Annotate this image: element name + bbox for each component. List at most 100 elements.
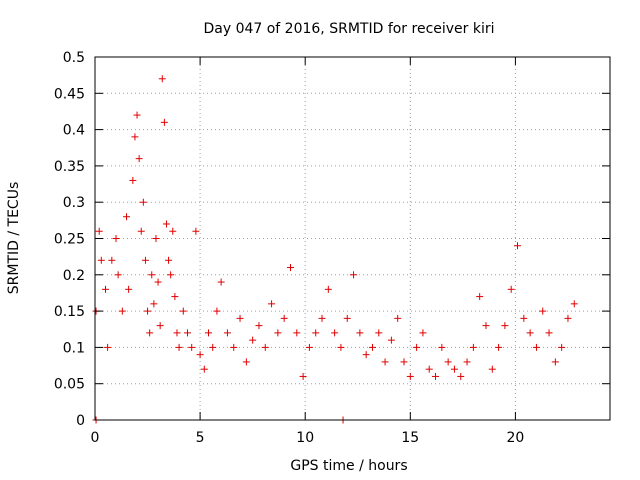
data-point <box>114 271 122 279</box>
data-point <box>236 314 244 322</box>
data-point <box>179 307 187 315</box>
y-tick-label: 0.25 <box>54 232 85 248</box>
data-point <box>268 300 276 308</box>
data-point <box>242 358 250 366</box>
data-point <box>375 329 383 337</box>
data-point <box>112 235 120 242</box>
data-point <box>160 118 168 126</box>
y-tick-label: 0 <box>76 413 85 429</box>
data-point <box>545 329 553 337</box>
data-point <box>286 264 294 272</box>
data-point <box>400 358 408 366</box>
data-point <box>141 256 149 264</box>
x-tick-label: 10 <box>296 430 314 446</box>
grid-lines <box>95 57 610 420</box>
data-point <box>133 111 141 119</box>
data-point <box>150 300 158 308</box>
data-points <box>92 75 578 424</box>
data-point <box>331 329 339 337</box>
data-point <box>469 343 477 351</box>
data-point <box>158 75 166 83</box>
data-point <box>514 242 522 250</box>
data-point <box>526 329 534 337</box>
data-point <box>280 314 288 322</box>
data-point <box>213 307 221 315</box>
x-axis-label: GPS time / hours <box>290 458 407 474</box>
data-point <box>205 329 213 337</box>
data-point <box>152 235 160 242</box>
data-point <box>223 329 231 337</box>
data-point <box>148 271 156 279</box>
data-point <box>135 155 143 163</box>
plot-frame <box>94 56 611 421</box>
data-point <box>162 220 170 228</box>
data-point <box>343 314 351 322</box>
y-tick-label: 0.05 <box>54 377 85 393</box>
data-point <box>532 343 540 351</box>
data-point <box>108 256 116 264</box>
data-point <box>144 307 152 315</box>
x-tick-label: 0 <box>91 430 100 446</box>
data-point <box>95 227 103 235</box>
data-point <box>438 343 446 351</box>
data-point <box>564 314 572 322</box>
data-point <box>196 351 204 359</box>
data-point <box>156 322 164 330</box>
data-point <box>118 307 126 315</box>
data-point <box>457 372 465 380</box>
data-point <box>305 343 313 351</box>
data-point <box>209 343 217 351</box>
data-point <box>507 285 515 293</box>
y-tick-label: 0.3 <box>63 195 85 211</box>
data-point <box>356 329 364 337</box>
chart-title: Day 047 of 2016, SRMTID for receiver kir… <box>203 21 494 37</box>
axis-ticks <box>94 56 610 421</box>
data-point <box>463 358 471 366</box>
data-point <box>192 227 200 235</box>
x-tick-labels: 0 5 10 15 20 <box>91 430 525 446</box>
data-point <box>425 365 433 373</box>
data-point <box>139 198 147 206</box>
data-point <box>337 343 345 351</box>
data-point <box>387 336 395 344</box>
data-point <box>183 329 191 337</box>
data-point <box>293 329 301 337</box>
data-point <box>125 285 133 293</box>
data-point <box>394 314 402 322</box>
data-point <box>129 176 137 184</box>
y-tick-label: 0.35 <box>54 159 85 175</box>
data-point <box>165 256 173 264</box>
data-point <box>570 300 578 308</box>
data-point <box>173 329 181 337</box>
data-point <box>102 285 110 293</box>
data-point <box>274 329 282 337</box>
data-point <box>169 227 177 235</box>
x-tick-label: 15 <box>401 430 419 446</box>
data-point <box>299 372 307 380</box>
data-point <box>175 343 183 351</box>
y-tick-label: 0.4 <box>63 123 85 139</box>
data-point <box>217 278 225 286</box>
data-point <box>444 358 452 366</box>
data-point <box>539 307 547 315</box>
data-point <box>495 343 503 351</box>
data-point <box>558 343 566 351</box>
y-tick-label: 0.1 <box>63 340 85 356</box>
y-tick-label: 0.2 <box>63 268 85 284</box>
data-point <box>362 351 370 359</box>
data-point <box>312 329 320 337</box>
y-tick-label: 0.15 <box>54 304 85 320</box>
data-point <box>324 285 332 293</box>
y-tick-label: 0.45 <box>54 86 85 102</box>
data-point <box>476 293 484 301</box>
data-point <box>261 343 269 351</box>
data-point <box>171 293 179 301</box>
data-point <box>520 314 528 322</box>
y-tick-labels: 0 0.05 0.1 0.15 0.2 0.25 0.3 0.35 0.4 0.45 0.5 <box>54 50 85 429</box>
data-point <box>154 278 162 286</box>
data-point <box>419 329 427 337</box>
data-point <box>406 372 414 380</box>
data-point <box>482 322 490 330</box>
data-point <box>230 343 238 351</box>
data-point <box>318 314 326 322</box>
